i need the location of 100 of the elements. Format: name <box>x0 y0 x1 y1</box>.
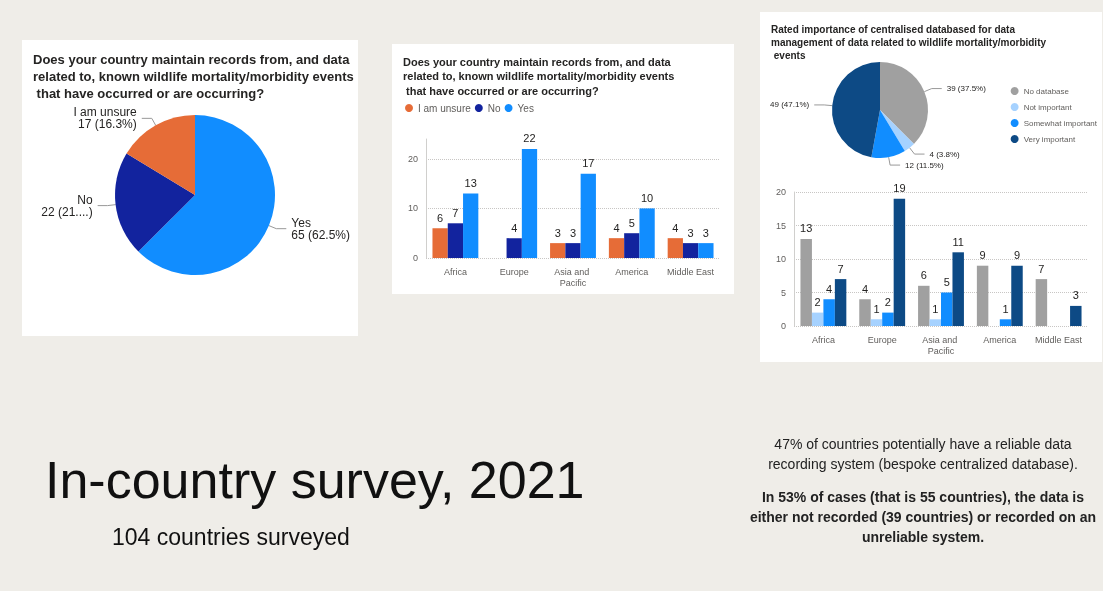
bar <box>1011 265 1023 326</box>
bar <box>929 319 941 326</box>
data-label: 10 <box>640 191 654 204</box>
bar <box>1070 305 1082 326</box>
y-tick-label: 10 <box>775 254 786 264</box>
x-tick-label: Africa <box>811 334 835 345</box>
bar <box>800 238 812 326</box>
data-label: 7 <box>837 262 844 275</box>
bar <box>941 292 953 326</box>
data-label: 7 <box>452 206 459 219</box>
text: In-country survey, 2021 <box>45 450 585 510</box>
data-label: 9 <box>979 249 986 262</box>
data-label: 4 <box>861 282 869 295</box>
data-label: 17 <box>582 157 595 170</box>
bar <box>918 285 930 326</box>
data-label: 3 <box>569 226 577 239</box>
data-label: 17 (16.3%) <box>78 117 137 132</box>
bar <box>1035 279 1048 326</box>
bar <box>999 319 1012 326</box>
text: In 53% of cases (that is 55 countries), the data is either not recorded (39 countries) or recorded on an unreliable system. <box>748 487 1098 548</box>
bar <box>882 312 894 326</box>
data-label: 6 <box>437 211 444 224</box>
bar <box>447 223 464 258</box>
data-label: 13 <box>800 222 813 235</box>
x-tick-label: Middle East <box>1035 334 1083 345</box>
legend-label: No database <box>1023 86 1070 96</box>
data-label: 3 <box>702 226 709 239</box>
bar <box>432 228 448 258</box>
bar <box>565 243 581 258</box>
data-label: 2 <box>814 296 821 309</box>
bar <box>639 208 655 258</box>
bar <box>859 299 871 326</box>
bar <box>870 319 883 326</box>
data-label: 11 <box>952 235 964 248</box>
x-tick-label: America <box>983 334 1017 345</box>
x-tick-label: Asia and Pacific <box>922 334 960 356</box>
data-label: 4 <box>826 282 833 295</box>
x-tick-label: Africa <box>443 266 467 277</box>
y-tick-label: 0 <box>412 253 418 263</box>
data-label: 65 (62.5%) <box>291 227 350 242</box>
slice-label: Yes <box>291 215 311 230</box>
data-label: 19 <box>893 182 906 195</box>
data-label: 6 <box>920 269 927 282</box>
bar <box>608 238 625 258</box>
legend-label: Very important <box>1023 134 1076 144</box>
data-label: 49 (47.1%) <box>770 100 810 110</box>
x-tick-label: Middle East <box>667 266 715 277</box>
x-tick-label: Asia and Pacific <box>554 266 592 288</box>
bar <box>580 173 596 258</box>
bar <box>624 233 640 258</box>
bar <box>823 299 835 326</box>
data-label: 13 <box>464 177 477 190</box>
legend-label: Not important <box>1023 102 1073 112</box>
data-label: 5 <box>628 216 635 229</box>
data-label: 4 <box>511 221 518 234</box>
text: 47% of countries potentially have a reliable data recording system (bespoke centralized database). <box>767 435 1079 475</box>
data-label: 4 (3.8%) <box>929 149 961 159</box>
y-tick-label: 0 <box>780 321 786 331</box>
data-label: 12 (11.5%) <box>905 160 944 170</box>
bar <box>521 148 538 258</box>
data-label: 3 <box>1072 289 1079 302</box>
text: 104 countries surveyed <box>112 524 350 551</box>
x-tick-label: Europe <box>499 266 529 277</box>
data-label: 22 <box>523 132 536 145</box>
slice-label: I am unsure <box>73 105 138 120</box>
legend-label: Somewhat important <box>1023 118 1098 128</box>
chart-title: Does your country maintain records from, and data related to, known wildlife mortality/morbidity events that have occurred or are occurring? <box>403 56 675 97</box>
legend-label: No <box>487 102 502 114</box>
legend-label: I am unsure <box>418 102 472 114</box>
bar <box>463 193 479 258</box>
bar <box>893 198 906 326</box>
slice-label: No <box>77 192 93 207</box>
data-label: 1 <box>873 302 880 315</box>
bar <box>811 312 824 326</box>
bar <box>550 243 566 258</box>
y-tick-label: 20 <box>775 187 786 197</box>
data-label: 1 <box>932 302 939 315</box>
data-label: 3 <box>554 226 561 239</box>
y-tick-label: 15 <box>775 220 786 231</box>
data-label: 9 <box>1013 249 1021 262</box>
bar <box>952 252 964 326</box>
bar <box>976 265 989 326</box>
x-tick-label: America <box>615 266 649 277</box>
chart-title: Does your country maintain records from, and data related to, known wildlife mortality/morbidity events that have occurred or are occurring? <box>33 51 354 101</box>
data-label: 39 (37.5%) <box>946 84 987 94</box>
bar <box>506 238 522 258</box>
data-label: 4 <box>613 221 620 234</box>
bar <box>698 243 714 258</box>
chart-title: Rated importance of centralised databased for data management of data related to wildlife mortality/morbidity events <box>771 24 1047 61</box>
bar <box>834 279 847 326</box>
data-label: 7 <box>1038 262 1045 275</box>
y-tick-label: 10 <box>407 203 418 214</box>
y-tick-label: 20 <box>407 153 418 164</box>
data-label: 4 <box>672 221 679 234</box>
x-tick-label: Europe <box>867 334 897 345</box>
legend-label: Yes <box>517 102 534 114</box>
data-label: 22 (21....) <box>41 204 93 219</box>
y-tick-label: 5 <box>780 287 786 298</box>
data-label: 2 <box>884 296 891 309</box>
data-label: 3 <box>687 226 694 239</box>
